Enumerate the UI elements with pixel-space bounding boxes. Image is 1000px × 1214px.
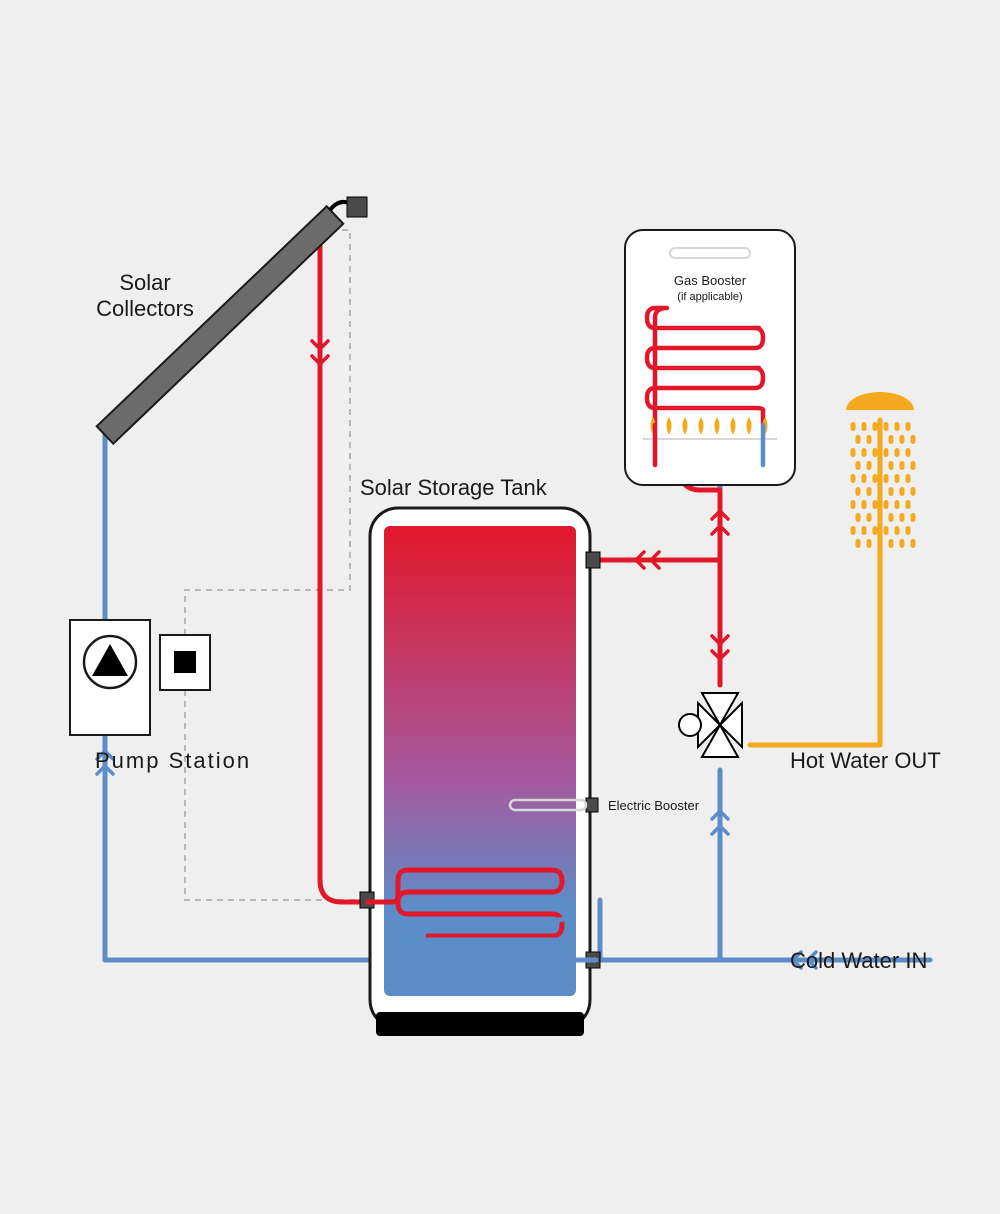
label-gas-booster: Gas Booster <box>674 273 747 288</box>
collector-junction-box <box>347 197 367 217</box>
controller-indicator <box>174 651 196 673</box>
label-cold-water-in: Cold Water IN <box>790 948 927 973</box>
label-hot-water-out: Hot Water OUT <box>790 748 941 773</box>
solar-storage-tank <box>360 508 600 1036</box>
label-gas-booster-sub: (if applicable) <box>677 291 742 303</box>
gas-booster-unit <box>625 230 795 485</box>
label-solar-storage-tank: Solar Storage Tank <box>360 475 548 500</box>
tank-base <box>376 1012 584 1036</box>
tank-hot-outlet-port <box>586 552 600 568</box>
gas-booster-body <box>625 230 795 485</box>
label-electric-booster: Electric Booster <box>608 798 700 813</box>
tank-fill-gradient <box>384 526 576 996</box>
label-pump-station: Pump Station <box>95 748 251 773</box>
